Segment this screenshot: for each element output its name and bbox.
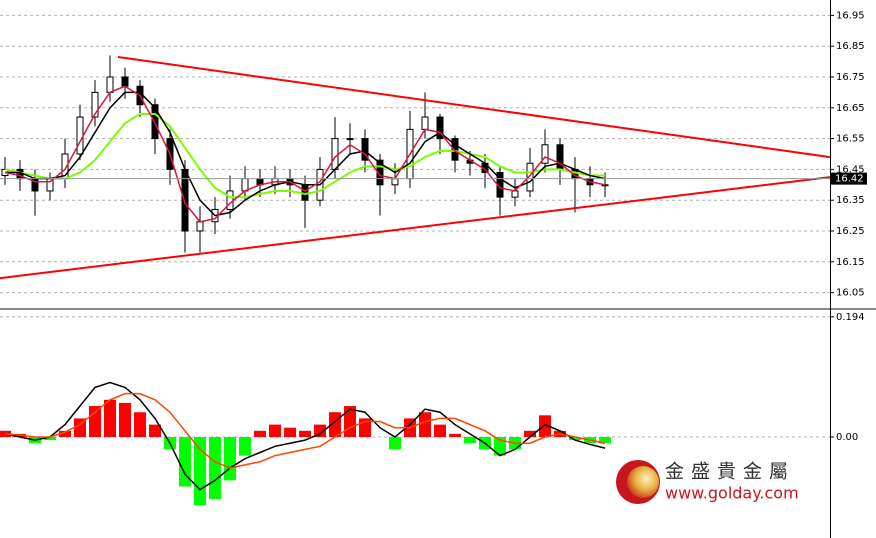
candle-body — [511, 190, 519, 198]
y-tick-label: 16.05 — [836, 288, 865, 299]
macd-bar — [493, 437, 506, 456]
macd-bar — [463, 437, 476, 444]
macd-bar — [313, 424, 326, 438]
y-tick-label: 16.45 — [836, 164, 865, 175]
candle-body — [391, 178, 399, 186]
trend-line — [117, 55, 831, 159]
macd-bar — [418, 412, 431, 438]
brand-name: 金盛貴金屬 — [665, 461, 795, 483]
candle-body — [91, 91, 99, 118]
y-tick-label: 0.00 — [836, 432, 858, 443]
candle-body — [226, 190, 234, 210]
y-tick-label: 16.55 — [836, 134, 865, 145]
macd-bar — [118, 402, 131, 438]
candle-body — [301, 184, 309, 201]
candle-body — [196, 221, 204, 232]
y-tick-label: 16.35 — [836, 195, 865, 206]
macd-bar — [268, 424, 281, 438]
macd-bar — [568, 437, 581, 441]
indicator-line — [4, 85, 606, 223]
indicator-line — [4, 381, 606, 491]
candle-body — [541, 144, 549, 164]
macd-bar — [448, 433, 461, 438]
macd-bar — [388, 437, 401, 450]
macd-bar — [598, 437, 611, 444]
macd-bar — [133, 412, 146, 438]
macd-bar — [88, 406, 101, 438]
candle-body — [421, 116, 429, 130]
macd-bar — [148, 424, 161, 438]
candle-body — [451, 138, 459, 161]
y-tick-label: 0.194 — [836, 312, 865, 323]
indicator-line — [4, 112, 605, 199]
macd-bar — [298, 430, 311, 438]
macd-bar — [43, 437, 56, 441]
macd-bar — [253, 430, 266, 438]
y-tick-label: 16.95 — [836, 10, 865, 21]
last-price-box — [831, 172, 867, 185]
candle-body — [436, 116, 444, 140]
trend-line — [0, 176, 831, 280]
candle-body — [346, 138, 354, 141]
macd-bar — [208, 437, 221, 499]
macd-bar — [223, 437, 236, 481]
macd-bar — [433, 424, 446, 438]
candle-body — [241, 178, 249, 192]
candle-body — [106, 76, 114, 93]
candle-body — [331, 138, 339, 170]
macd-bar — [238, 437, 251, 456]
macd-bar — [193, 437, 206, 506]
macd-bar — [178, 437, 191, 487]
y-tick-label: 16.25 — [836, 226, 865, 237]
macd-bar — [523, 430, 536, 438]
macd-bar — [283, 427, 296, 438]
y-tick-label: 16.85 — [836, 41, 865, 52]
macd-bar — [58, 430, 71, 438]
logo-center — [627, 466, 659, 498]
watermark: 金盛貴金屬 www.golday.com — [616, 460, 799, 504]
macd-bar — [103, 399, 116, 438]
brand-url: www.golday.com — [665, 484, 799, 503]
y-tick-label: 16.65 — [836, 103, 865, 114]
macd-bar — [538, 415, 551, 438]
candle-body — [526, 162, 534, 192]
last-price-label: 16.42 — [835, 174, 864, 185]
candle-body — [121, 76, 129, 87]
indicator-line — [4, 91, 606, 217]
candle-body — [361, 138, 369, 161]
y-tick-label: 16.15 — [836, 257, 865, 268]
candle-body — [76, 116, 84, 155]
y-tick-label: 16.75 — [836, 72, 865, 83]
indicator-line — [4, 392, 606, 469]
